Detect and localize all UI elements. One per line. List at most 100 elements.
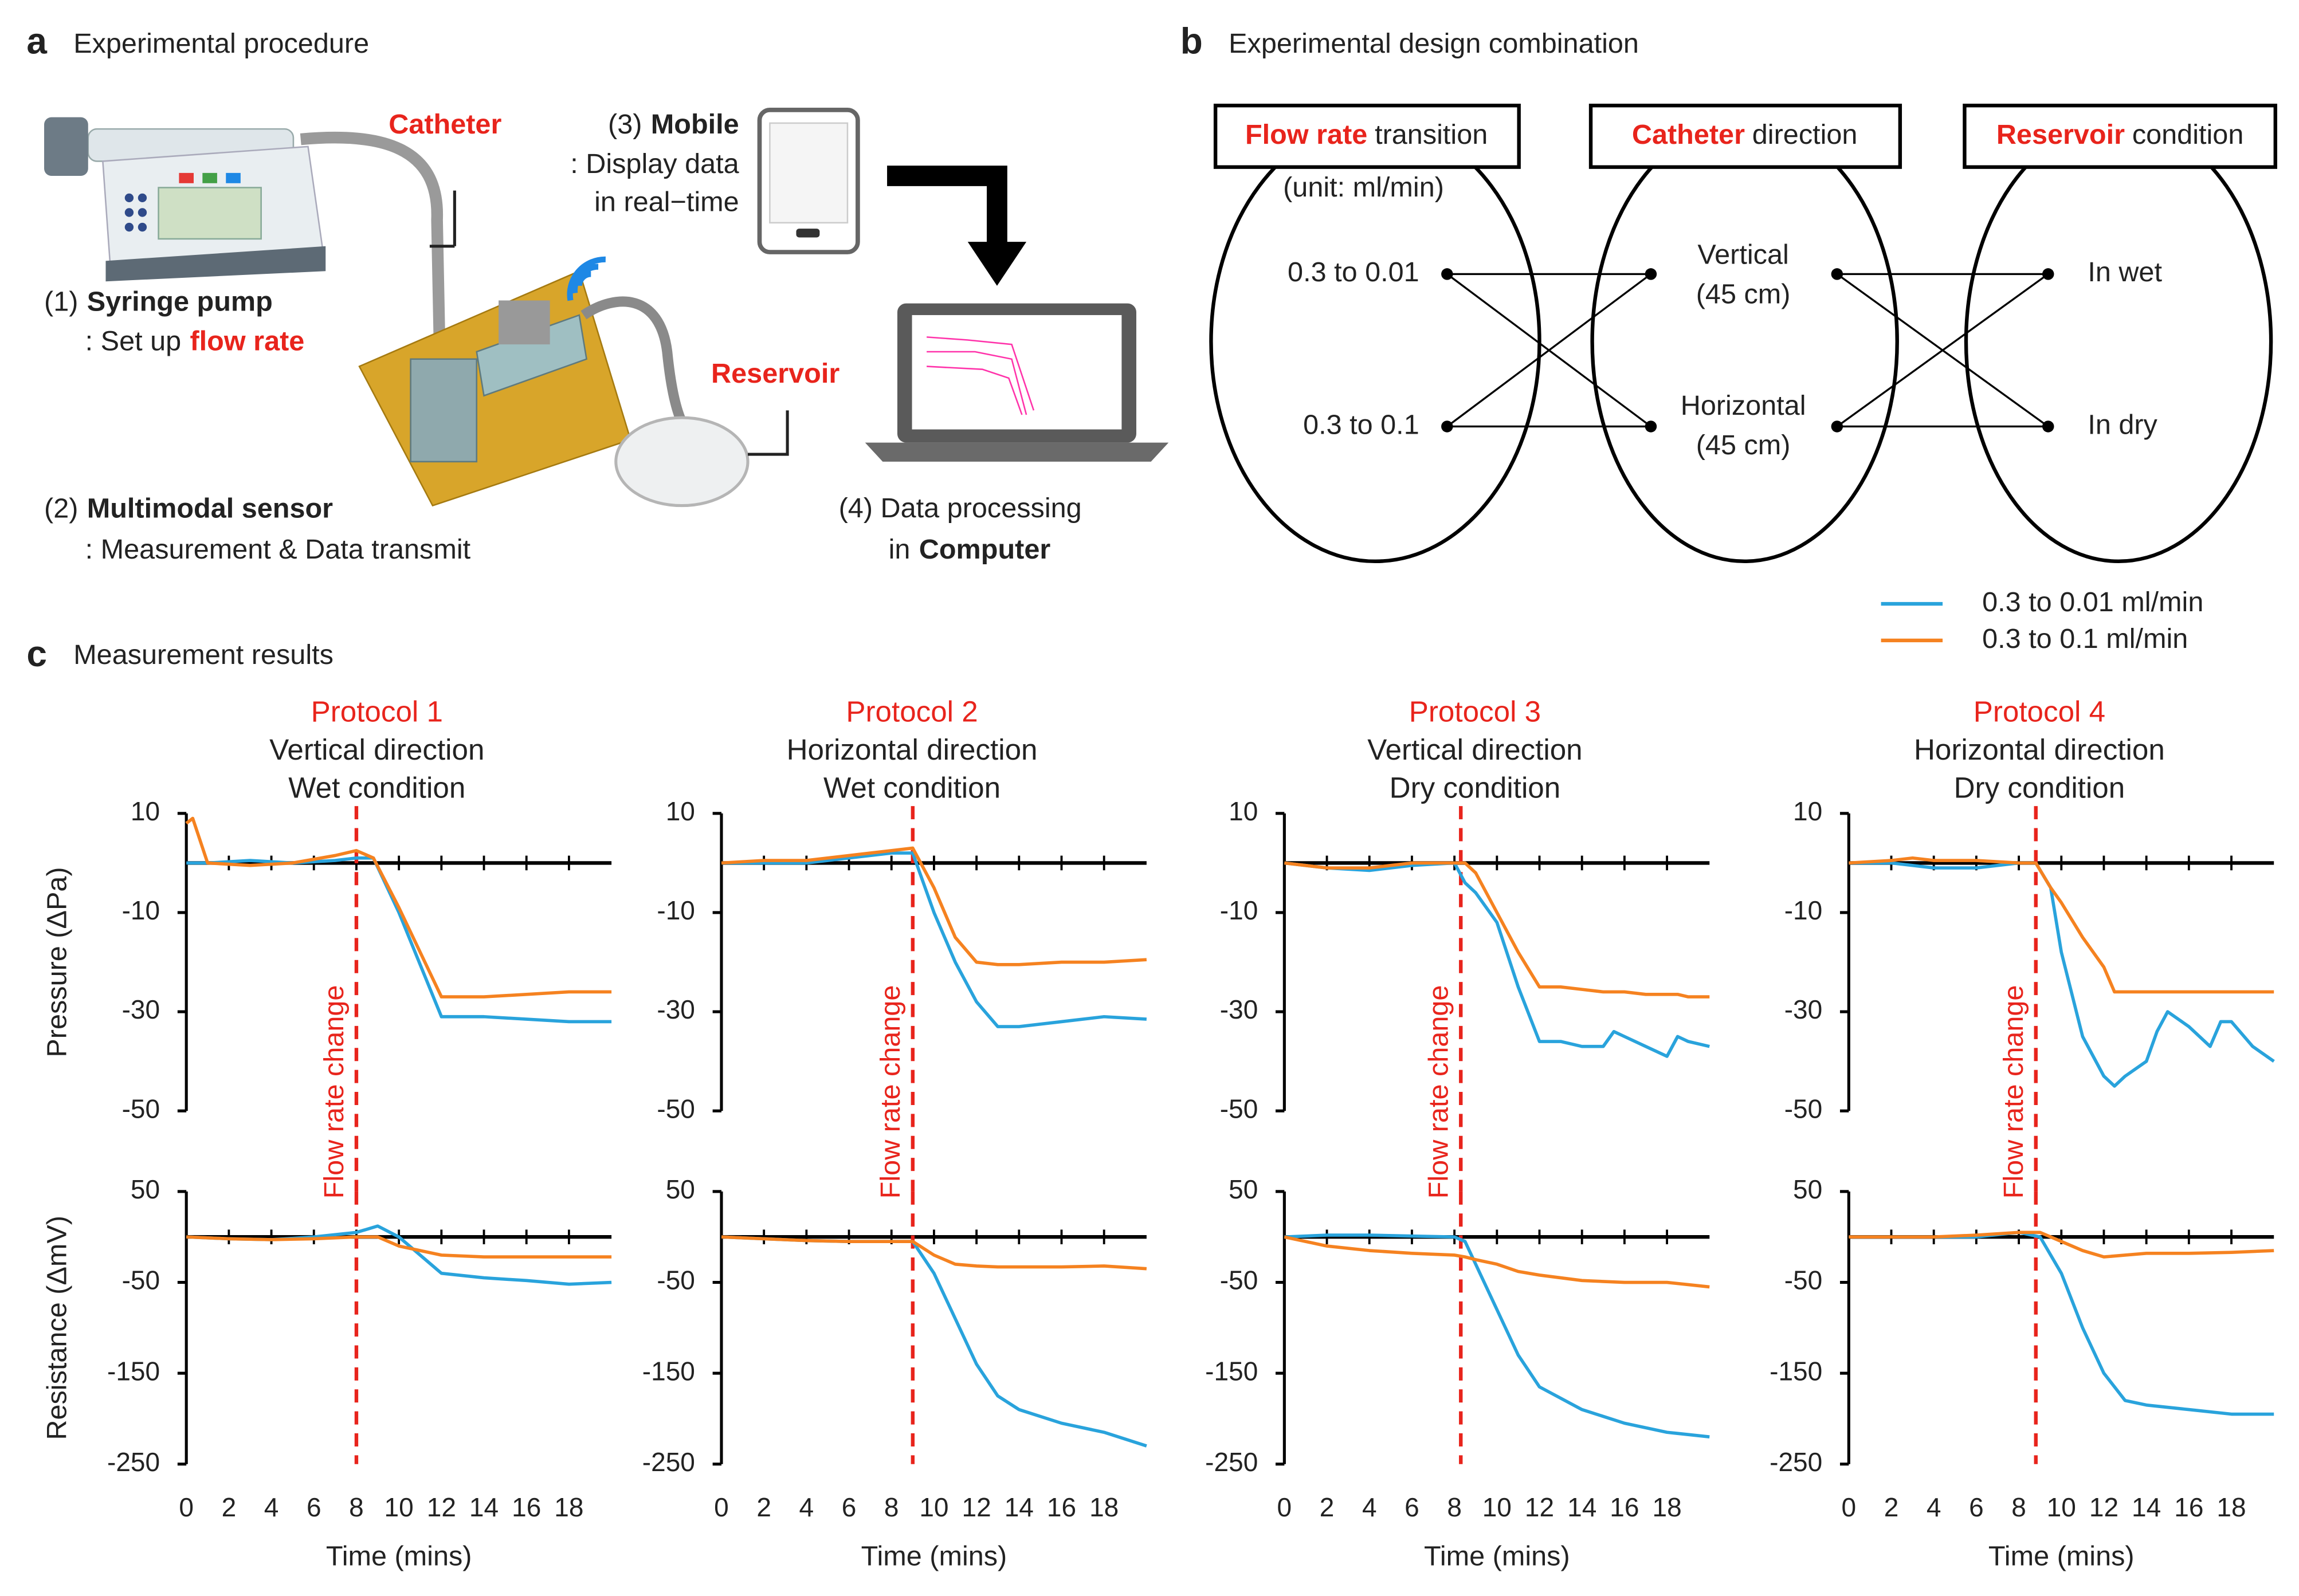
- series-line: [1849, 1231, 2274, 1416]
- chart-subtitle: Dry condition: [1390, 771, 1561, 804]
- reservoir-label: Reservoir: [711, 358, 839, 389]
- catheter-tube: [300, 131, 446, 367]
- text: in: [889, 534, 911, 565]
- chart-title: Protocol 3: [1409, 695, 1541, 728]
- x-tick-label: 10: [385, 1492, 414, 1522]
- x-axis-label: Time (mins): [326, 1540, 472, 1571]
- chart-subtitle: Vertical direction: [1367, 733, 1582, 766]
- y-axis-label: Pressure (ΔPa): [41, 867, 72, 1057]
- panel-b: b Experimental design combination Flow r…: [1180, 21, 2277, 564]
- wifi-icon: [567, 256, 606, 301]
- unit-label: (unit: ml/min): [1283, 172, 1444, 203]
- computer-desc: in Computer: [889, 534, 1051, 565]
- x-tick-label: 12: [2089, 1492, 2118, 1522]
- y-tick-label: 50: [1793, 1174, 1822, 1204]
- mobile-label: (3) Mobile: [608, 109, 739, 140]
- y-tick-label: -50: [1784, 1265, 1823, 1295]
- x-tick-label: 2: [222, 1492, 237, 1522]
- text: (2): [44, 493, 78, 524]
- box-label: Reservoir condition: [1996, 119, 2244, 150]
- node: [1441, 420, 1453, 433]
- y-tick-label: -10: [1784, 895, 1823, 925]
- panel-title: Experimental design combination: [1229, 28, 1639, 59]
- flow-option: 0.3 to 0.1: [1303, 409, 1419, 440]
- link: [1836, 273, 2049, 427]
- x-tick-label: 14: [1567, 1492, 1596, 1522]
- sensor-label: (2) Multimodal sensor: [44, 493, 333, 524]
- group-box: [1588, 104, 1902, 169]
- x-axis-label: Time (mins): [1424, 1540, 1570, 1571]
- y-tick-label: 10: [1793, 796, 1822, 826]
- x-tick-label: 8: [884, 1492, 899, 1522]
- x-tick-label: 0: [714, 1492, 729, 1522]
- y-tick-label: -50: [1220, 1265, 1258, 1295]
- y-tick-label: -50: [657, 1265, 695, 1295]
- x-tick-label: 8: [2011, 1492, 2026, 1522]
- y-tick-label: -150: [107, 1356, 160, 1386]
- chart-title: Protocol 2: [846, 695, 978, 728]
- x-tick-label: 12: [962, 1492, 991, 1522]
- x-tick-label: 18: [554, 1492, 583, 1522]
- chart-subtitle: Vertical direction: [269, 733, 484, 766]
- pump-desc: : Set up flow rate: [85, 325, 305, 356]
- sensor-desc: : Measurement & Data transmit: [85, 534, 471, 565]
- x-tick-label: 2: [1884, 1492, 1899, 1522]
- text: transition: [1375, 119, 1488, 150]
- y-tick-label: -150: [1770, 1356, 1822, 1386]
- x-tick-label: 18: [1089, 1492, 1119, 1522]
- y-tick-label: -50: [1784, 1094, 1823, 1123]
- computer-label: (4) Data processing: [839, 493, 1082, 524]
- x-tick-label: 6: [307, 1492, 321, 1522]
- mobile-desc: : Display data: [570, 148, 739, 179]
- series-line: [185, 816, 612, 999]
- x-tick-label: 10: [919, 1492, 948, 1522]
- y-tick-label: -30: [657, 994, 695, 1024]
- petri-dish: [614, 416, 750, 508]
- y-tick-label: -50: [1220, 1094, 1258, 1123]
- catheter-option: (45 cm): [1696, 430, 1791, 461]
- text: flow rate: [190, 325, 305, 356]
- flow-option: 0.3 to 0.01: [1288, 257, 1419, 288]
- x-tick-label: 16: [2174, 1492, 2203, 1522]
- panel-label: b: [1180, 21, 1203, 62]
- flow-arrow: [887, 166, 1007, 246]
- chart-subtitle: Wet condition: [288, 771, 465, 804]
- y-tick-label: -50: [122, 1094, 160, 1123]
- x-tick-label: 10: [1482, 1492, 1512, 1522]
- node: [1645, 268, 1657, 280]
- y-tick-label: -10: [657, 895, 695, 925]
- reservoir-option: In wet: [2088, 257, 2162, 288]
- y-tick-label: 50: [1229, 1174, 1258, 1204]
- x-tick-label: 10: [2047, 1492, 2076, 1522]
- box-label: Flow rate transition: [1245, 119, 1488, 150]
- series-line: [1284, 1235, 1710, 1289]
- y-tick-label: 10: [131, 796, 160, 826]
- group-box: [1963, 104, 2277, 169]
- node: [1645, 420, 1657, 433]
- legend-label: 0.3 to 0.01 ml/min: [1982, 587, 2203, 618]
- x-tick-label: 2: [756, 1492, 771, 1522]
- x-axis-label: Time (mins): [1988, 1540, 2135, 1571]
- x-tick-label: 12: [427, 1492, 456, 1522]
- series-line: [1284, 1233, 1710, 1438]
- y-tick-label: -250: [107, 1447, 160, 1477]
- panel-label: a: [26, 21, 47, 62]
- series-line: [186, 856, 612, 1024]
- charts: 0.3 to 0.01 ml/min 0.3 to 0.1 ml/min 10 -10…: [41, 587, 2275, 1571]
- text: (3): [608, 109, 642, 140]
- flow-change-label: Flow rate change: [319, 985, 350, 1199]
- mobile-illustration: [757, 108, 860, 254]
- chart-subtitle: Wet condition: [823, 771, 1001, 804]
- x-tick-label: 16: [512, 1492, 541, 1522]
- x-axis-label: Time (mins): [861, 1540, 1007, 1571]
- x-tick-label: 6: [842, 1492, 857, 1522]
- series-line: [1849, 861, 2275, 1088]
- y-tick-label: -50: [122, 1265, 160, 1295]
- chart-subtitle: Horizontal direction: [1914, 733, 2165, 766]
- text: : Set up: [85, 325, 182, 356]
- pump-label: (1) Syringe pump: [44, 286, 273, 317]
- x-tick-label: 16: [1610, 1492, 1639, 1522]
- x-tick-label: 14: [1005, 1492, 1034, 1522]
- text: (1): [44, 286, 78, 317]
- series-line: [721, 1235, 1147, 1448]
